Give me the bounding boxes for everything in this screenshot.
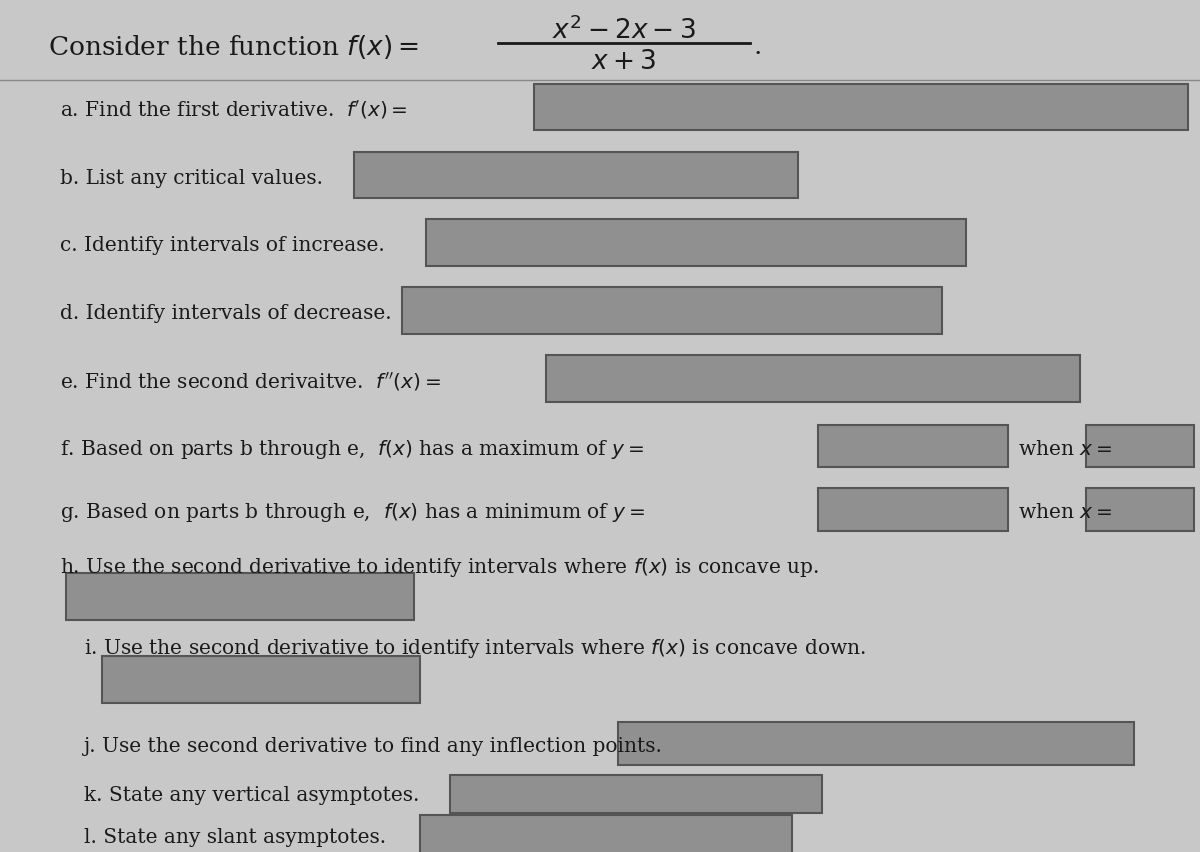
Text: a. Find the first derivative.  $f'(x) =$: a. Find the first derivative. $f'(x) =$	[60, 99, 408, 121]
Text: h. Use the second derivative to identify intervals where $f(x)$ is concave up.: h. Use the second derivative to identify…	[60, 556, 818, 579]
FancyBboxPatch shape	[402, 288, 942, 335]
Text: b. List any critical values.: b. List any critical values.	[60, 169, 323, 187]
Text: k. State any vertical asymptotes.: k. State any vertical asymptotes.	[84, 785, 419, 803]
FancyBboxPatch shape	[534, 84, 1188, 131]
FancyBboxPatch shape	[818, 488, 1008, 531]
Text: .: .	[754, 34, 762, 59]
Text: Consider the function $f(x) = $: Consider the function $f(x) = $	[48, 32, 419, 60]
Text: j. Use the second derivative to find any inflection points.: j. Use the second derivative to find any…	[84, 735, 662, 755]
Text: e. Find the second derivaitve.  $f''(x) =$: e. Find the second derivaitve. $f''(x) =…	[60, 370, 440, 392]
FancyBboxPatch shape	[618, 722, 1134, 764]
Text: $x + 3$: $x + 3$	[592, 49, 656, 73]
FancyBboxPatch shape	[102, 656, 420, 703]
FancyBboxPatch shape	[1086, 488, 1194, 531]
FancyBboxPatch shape	[426, 220, 966, 267]
Text: g. Based on parts b through e,  $f(x)$ has a minimum of $y =$: g. Based on parts b through e, $f(x)$ ha…	[60, 501, 646, 524]
FancyBboxPatch shape	[818, 425, 1008, 468]
Text: when $x =$: when $x =$	[1018, 503, 1111, 521]
FancyBboxPatch shape	[450, 774, 822, 813]
FancyBboxPatch shape	[66, 573, 414, 619]
FancyBboxPatch shape	[1086, 425, 1194, 468]
FancyBboxPatch shape	[420, 815, 792, 852]
Text: i. Use the second derivative to identify intervals where $f(x)$ is concave down.: i. Use the second derivative to identify…	[84, 636, 866, 659]
Text: when $x =$: when $x =$	[1018, 440, 1111, 458]
Text: l. State any slant asymptotes.: l. State any slant asymptotes.	[84, 827, 386, 846]
Text: d. Identify intervals of decrease.: d. Identify intervals of decrease.	[60, 304, 391, 323]
FancyBboxPatch shape	[354, 153, 798, 199]
Text: $x^2 - 2x - 3$: $x^2 - 2x - 3$	[552, 15, 696, 43]
Text: f. Based on parts b through e,  $f(x)$ has a maximum of $y =$: f. Based on parts b through e, $f(x)$ ha…	[60, 437, 644, 460]
FancyBboxPatch shape	[546, 355, 1080, 402]
Text: c. Identify intervals of increase.: c. Identify intervals of increase.	[60, 236, 385, 255]
